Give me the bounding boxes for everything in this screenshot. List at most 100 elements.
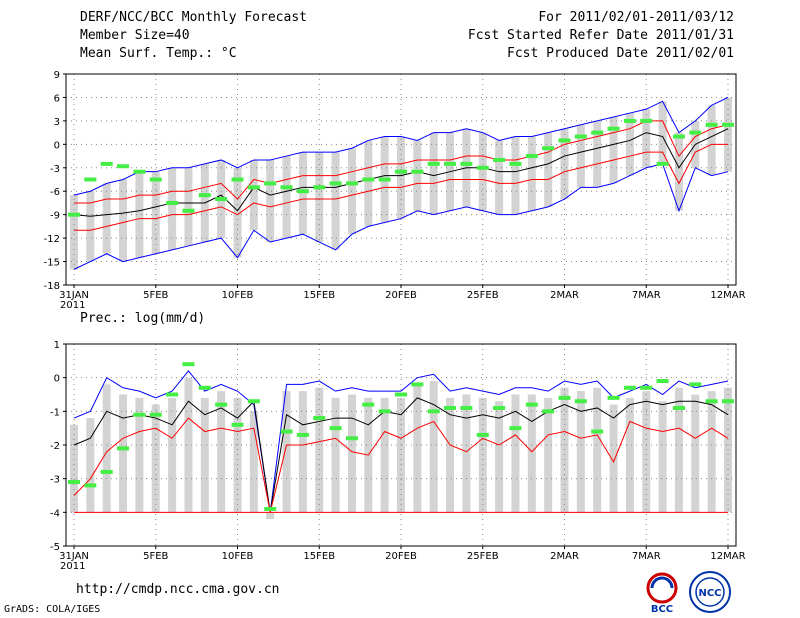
observed-marker [427,161,440,166]
y-tick-label: -3 [50,164,60,175]
spread-box [282,156,291,239]
bcc-logo: BCC [646,572,678,614]
observed-marker [476,432,489,437]
spread-box [413,384,422,513]
spread-box [347,394,356,513]
spread-box [674,132,683,211]
observed-marker [133,169,146,174]
observed-marker [493,405,506,410]
x-tick-label: 5FEB [143,551,168,562]
spread-box [446,397,455,513]
spread-box [658,401,667,513]
median-line [73,128,729,217]
y-tick-label: -6 [50,187,60,198]
spread-box [315,387,324,513]
observed-marker [362,177,375,182]
y-tick-label: -4 [50,508,60,519]
x-tick-label: 15FEB [303,551,335,562]
observed-marker [444,161,457,166]
observed-marker [296,189,309,194]
spread-box [625,397,634,513]
observed-marker [525,402,538,407]
spread-box [707,105,716,176]
observed-marker [574,134,587,139]
x-tick-label: 10FEB [222,290,254,301]
spread-box [724,387,732,513]
spread-box [511,394,520,513]
spread-box [527,136,536,211]
observed-marker [493,157,506,162]
grads-credit: GrADS: COLA/IGES [4,604,101,615]
observed-marker [117,446,130,451]
spread-box [298,391,307,513]
x-tick-label: 20FEB [385,290,417,301]
spread-box [70,195,78,270]
spread-box [380,397,389,513]
spread-box [151,404,160,513]
spread-box [511,136,520,215]
y-tick-label: -2 [50,441,60,452]
x-tick-label: 25FEB [467,290,499,301]
p75-line [74,143,728,231]
y-tick-label: -15 [44,258,60,269]
observed-marker [182,362,195,367]
observed-marker [296,432,309,437]
observed-marker [656,379,669,384]
observed-marker [264,506,277,511]
spread-box [249,159,258,231]
spread-box [397,397,405,513]
spread-box [168,397,177,513]
observed-marker [329,426,342,431]
figure-title: DERF/NCC/BCC Monthly Forecast [80,10,307,25]
spread-box [691,394,700,513]
spread-box [184,377,193,513]
x-tick-label: 5FEB [143,290,168,301]
observed-marker [672,134,685,139]
observed-marker [411,382,424,387]
observed-marker [345,436,358,441]
spread-box [217,391,226,513]
x-tick-label: 10FEB [222,551,254,562]
x-tick-label: 25FEB [467,551,499,562]
spread-box [707,391,716,513]
footer-url[interactable]: http://cmdp.ncc.cma.gov.cn [76,582,280,597]
x-tick-sublabel: 2011 [60,300,85,311]
spread-box [397,136,405,219]
y-tick-label: 3 [54,117,60,128]
observed-marker [280,185,293,190]
spread-box [495,140,504,215]
observed-marker [345,181,358,186]
x-tick-sublabel: 2011 [60,561,85,572]
observed-marker [460,161,473,166]
observed-marker [640,385,653,390]
spread-box [266,512,275,520]
observed-marker [215,197,228,202]
observed-marker [591,429,604,434]
p75-line [73,417,729,513]
observed-marker [689,130,702,135]
observed-marker [705,122,718,127]
median-line [73,397,729,513]
spread-box [478,132,487,211]
observed-marker [117,164,130,169]
y-tick-label: -3 [50,475,60,486]
spread-box [609,116,618,184]
spread-box [119,394,128,513]
spread-box [135,171,144,258]
observed-marker [198,385,211,390]
observed-marker [182,208,195,213]
spread-box [560,387,569,513]
observed-marker [231,422,244,427]
x-tick-label: 31JAN [59,290,89,301]
observed-marker [607,126,620,131]
forecast-period: For 2011/02/01-2011/03/12 [538,10,734,25]
spread-box [478,397,487,513]
x-tick-label: 7MAR [632,551,661,562]
member-size-label: Member Size=40 [80,28,190,43]
observed-marker [640,118,653,123]
observed-marker [722,399,734,404]
observed-marker [509,426,522,431]
observed-marker [378,409,391,414]
observed-marker [166,200,179,205]
